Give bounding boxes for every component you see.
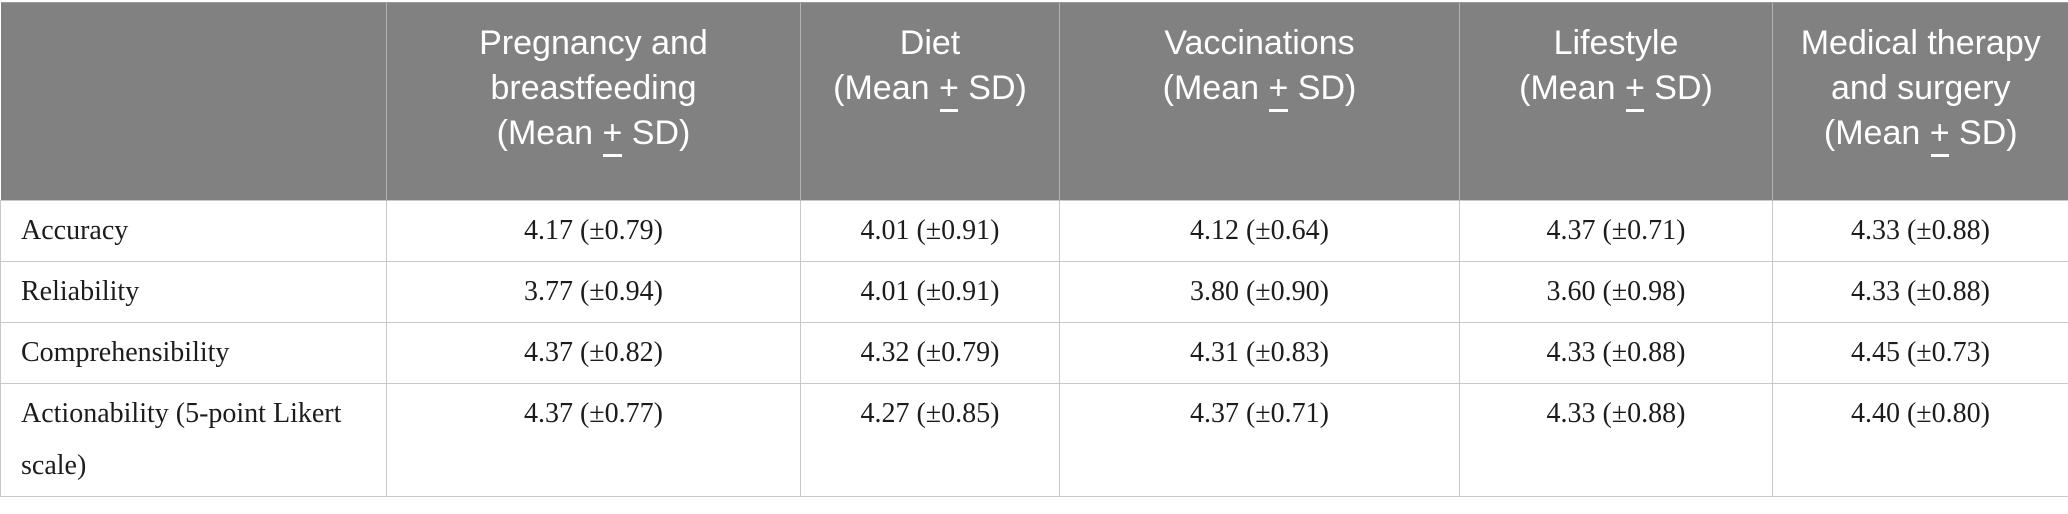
data-cell: 4.37 (±0.71) [1060, 384, 1460, 497]
table-row-comprehensibility: Comprehensibility 4.37 (±0.82) 4.32 (±0.… [1, 323, 2068, 384]
data-cell: 4.12 (±0.64) [1060, 201, 1460, 262]
row-label-actionability: Actionability (5-point Likert scale) [1, 384, 387, 497]
column-title: Vaccinations [1068, 21, 1451, 66]
data-cell: 4.33 (±0.88) [1773, 201, 2068, 262]
evaluation-scores-table: Pregnancy and breastfeeding (Mean + SD) … [0, 2, 2068, 497]
data-cell: 4.37 (±0.82) [387, 323, 801, 384]
column-title: Diet [809, 21, 1051, 66]
table-header: Pregnancy and breastfeeding (Mean + SD) … [1, 3, 2068, 201]
column-subtitle: (Mean + SD) [809, 66, 1051, 111]
table-row-actionability: Actionability (5-point Likert scale) 4.3… [1, 384, 2068, 497]
table-body: Accuracy 4.17 (±0.79) 4.01 (±0.91) 4.12 … [1, 201, 2068, 497]
header-row: Pregnancy and breastfeeding (Mean + SD) … [1, 3, 2068, 201]
plus-minus-symbol: + [1625, 71, 1645, 105]
data-cell: 4.33 (±0.88) [1460, 323, 1773, 384]
data-cell: 4.37 (±0.71) [1460, 201, 1773, 262]
data-cell: 4.01 (±0.91) [801, 262, 1060, 323]
column-header-diet: Diet (Mean + SD) [801, 3, 1060, 201]
data-cell: 3.77 (±0.94) [387, 262, 801, 323]
data-cell: 4.45 (±0.73) [1773, 323, 2068, 384]
data-cell: 4.33 (±0.88) [1773, 262, 2068, 323]
plus-minus-symbol: + [1268, 71, 1288, 105]
plus-minus-symbol: + [939, 71, 959, 105]
data-cell: 4.01 (±0.91) [801, 201, 1060, 262]
data-cell: 4.17 (±0.79) [387, 201, 801, 262]
table-row-accuracy: Accuracy 4.17 (±0.79) 4.01 (±0.91) 4.12 … [1, 201, 2068, 262]
corner-header-cell [1, 3, 387, 201]
plus-minus-symbol: + [1930, 116, 1950, 150]
column-header-lifestyle: Lifestyle (Mean + SD) [1460, 3, 1773, 201]
column-subtitle: (Mean + SD) [1068, 66, 1451, 111]
data-cell: 4.40 (±0.80) [1773, 384, 2068, 497]
column-title: Pregnancy and breastfeeding [395, 21, 792, 111]
data-cell: 4.32 (±0.79) [801, 323, 1060, 384]
data-cell: 4.37 (±0.77) [387, 384, 801, 497]
row-label-accuracy: Accuracy [1, 201, 387, 262]
column-header-pregnancy-breastfeeding: Pregnancy and breastfeeding (Mean + SD) [387, 3, 801, 201]
data-cell: 4.33 (±0.88) [1460, 384, 1773, 497]
row-label-reliability: Reliability [1, 262, 387, 323]
table-row-reliability: Reliability 3.77 (±0.94) 4.01 (±0.91) 3.… [1, 262, 2068, 323]
column-header-medical-therapy-surgery: Medical therapy and surgery (Mean + SD) [1773, 3, 2068, 201]
column-title: Medical therapy and surgery [1781, 21, 2061, 111]
column-subtitle: (Mean + SD) [1468, 66, 1764, 111]
data-cell: 3.60 (±0.98) [1460, 262, 1773, 323]
column-subtitle: (Mean + SD) [395, 111, 792, 156]
data-cell: 4.27 (±0.85) [801, 384, 1060, 497]
row-label-comprehensibility: Comprehensibility [1, 323, 387, 384]
column-subtitle: (Mean + SD) [1781, 111, 2061, 156]
column-header-vaccinations: Vaccinations (Mean + SD) [1060, 3, 1460, 201]
data-cell: 4.31 (±0.83) [1060, 323, 1460, 384]
column-title: Lifestyle [1468, 21, 1764, 66]
plus-minus-symbol: + [602, 116, 622, 150]
data-cell: 3.80 (±0.90) [1060, 262, 1460, 323]
